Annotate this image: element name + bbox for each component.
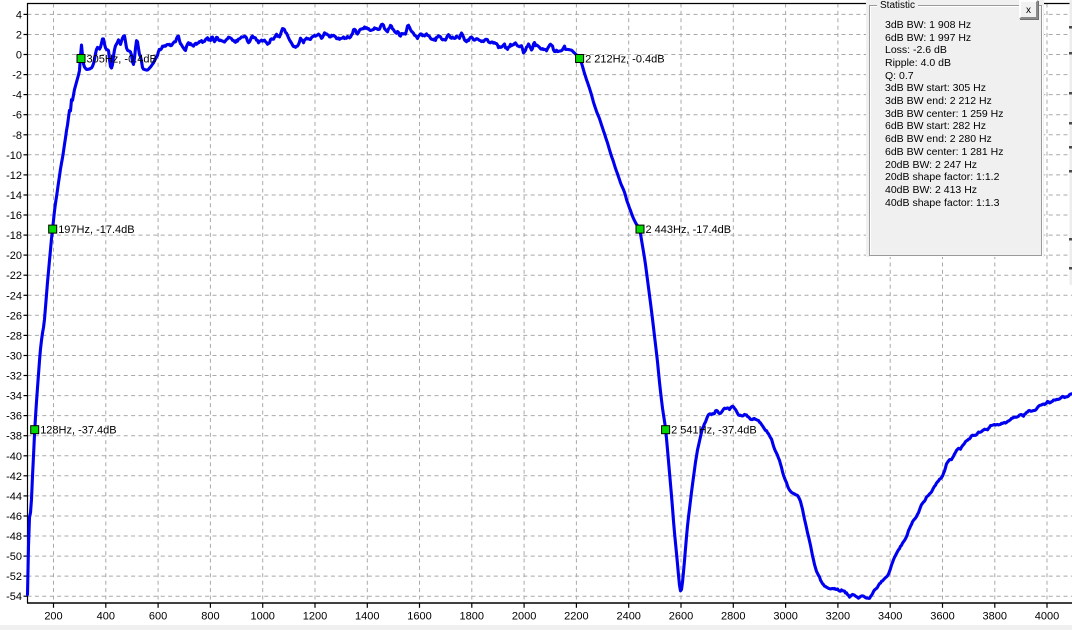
svg-text:-50: -50 — [6, 551, 22, 563]
svg-text:-34: -34 — [6, 391, 22, 403]
svg-text:2400: 2400 — [616, 611, 640, 623]
svg-text:1800: 1800 — [460, 611, 484, 623]
svg-text:2200: 2200 — [564, 611, 588, 623]
svg-text:1000: 1000 — [250, 611, 274, 623]
svg-text:2000: 2000 — [512, 611, 536, 623]
svg-text:-30: -30 — [6, 351, 22, 363]
svg-text:128Hz, -37.4dB: 128Hz, -37.4dB — [40, 425, 116, 437]
svg-text:2600: 2600 — [669, 611, 693, 623]
svg-text:-22: -22 — [6, 270, 22, 282]
svg-text:4: 4 — [16, 9, 22, 21]
svg-text:2 443Hz, -17.4dB: 2 443Hz, -17.4dB — [646, 224, 732, 236]
svg-text:-52: -52 — [6, 571, 22, 583]
svg-text:-28: -28 — [6, 330, 22, 342]
svg-text:1600: 1600 — [407, 611, 431, 623]
svg-text:-10: -10 — [6, 150, 22, 162]
svg-text:2 541Hz, -37.4dB: 2 541Hz, -37.4dB — [671, 425, 757, 437]
svg-text:-46: -46 — [6, 511, 22, 523]
svg-text:-26: -26 — [6, 310, 22, 322]
svg-text:2: 2 — [16, 30, 22, 42]
svg-text:305Hz, -0.4dB: 305Hz, -0.4dB — [87, 54, 157, 66]
svg-text:-16: -16 — [6, 210, 22, 222]
svg-text:-4: -4 — [12, 90, 22, 102]
svg-text:-42: -42 — [6, 471, 22, 483]
svg-text:-6: -6 — [12, 110, 22, 122]
svg-text:-2: -2 — [12, 70, 22, 82]
svg-text:3600: 3600 — [930, 611, 954, 623]
svg-text:200: 200 — [44, 611, 62, 623]
svg-text:-36: -36 — [6, 411, 22, 423]
svg-text:-12: -12 — [6, 170, 22, 182]
svg-text:-18: -18 — [6, 230, 22, 242]
svg-text:-24: -24 — [6, 290, 22, 302]
svg-text:0: 0 — [16, 50, 22, 62]
svg-text:3000: 3000 — [773, 611, 797, 623]
svg-text:-38: -38 — [6, 431, 22, 443]
svg-text:-20: -20 — [6, 250, 22, 262]
svg-text:-32: -32 — [6, 371, 22, 383]
svg-text:3200: 3200 — [826, 611, 850, 623]
svg-text:-40: -40 — [6, 451, 22, 463]
svg-text:197Hz, -17.4dB: 197Hz, -17.4dB — [58, 224, 134, 236]
svg-text:-48: -48 — [6, 531, 22, 543]
svg-text:800: 800 — [201, 611, 219, 623]
svg-text:2800: 2800 — [721, 611, 745, 623]
svg-text:-8: -8 — [12, 130, 22, 142]
svg-text:4000: 4000 — [1035, 611, 1059, 623]
svg-text:-14: -14 — [6, 190, 22, 202]
svg-text:1400: 1400 — [355, 611, 379, 623]
svg-text:1200: 1200 — [303, 611, 327, 623]
svg-text:400: 400 — [97, 611, 115, 623]
svg-text:-44: -44 — [6, 491, 22, 503]
svg-text:2 212Hz, -0.4dB: 2 212Hz, -0.4dB — [585, 54, 665, 66]
svg-text:3800: 3800 — [983, 611, 1007, 623]
svg-text:600: 600 — [149, 611, 167, 623]
svg-text:-54: -54 — [6, 591, 22, 603]
svg-text:3400: 3400 — [878, 611, 902, 623]
